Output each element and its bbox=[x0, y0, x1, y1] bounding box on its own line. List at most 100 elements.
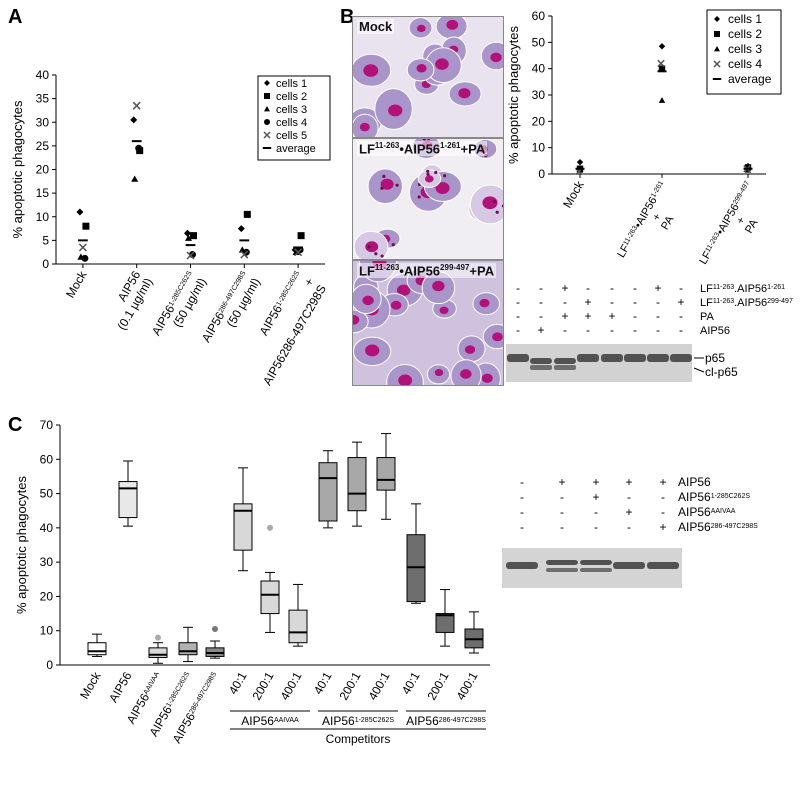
cell-nucleus bbox=[390, 300, 402, 310]
micrograph-mock: Mock bbox=[352, 16, 504, 138]
c-x-ratio-label: 200:1 bbox=[249, 669, 276, 702]
blot-b-sign: - bbox=[586, 323, 590, 337]
blot-b-sign: - bbox=[539, 281, 543, 295]
c-box bbox=[376, 457, 396, 491]
a-legend-box bbox=[257, 75, 331, 161]
c-box bbox=[87, 642, 107, 656]
blot-b-band bbox=[577, 354, 599, 362]
b-legend-label: average bbox=[728, 72, 772, 86]
a-point-square bbox=[297, 232, 305, 240]
blot-c-band bbox=[613, 562, 645, 569]
c-y-axis-label: % apoptotic phagocytes bbox=[14, 475, 29, 614]
apoptotic-body bbox=[434, 170, 438, 175]
cell-nucleus bbox=[365, 344, 380, 357]
c-group-label: AIP561-285C262S bbox=[322, 714, 394, 728]
micrograph-lf-aip56-299-497: LF11-263•AIP56299-497+PA bbox=[352, 260, 504, 386]
apoptotic-body bbox=[395, 183, 399, 187]
b-legend-label: cells 3 bbox=[728, 42, 762, 56]
blot-b-band bbox=[507, 354, 529, 362]
c-box bbox=[148, 647, 168, 658]
cell-nucleus bbox=[490, 52, 502, 63]
b-x-label: Mock bbox=[560, 178, 587, 211]
blot-c-sign: - bbox=[520, 475, 524, 489]
b-x-label: LF11-263•AIP561-261+PA bbox=[615, 180, 676, 260]
blot-c-sign: + bbox=[592, 490, 599, 504]
b-legend-marker bbox=[714, 31, 720, 37]
cell-nucleus bbox=[416, 24, 426, 33]
cell-nucleus bbox=[481, 373, 493, 383]
blot-b-sign: + bbox=[584, 309, 591, 323]
cell-nucleus bbox=[435, 58, 449, 70]
b-point-x bbox=[657, 59, 665, 68]
blot-c-sign: - bbox=[560, 505, 564, 519]
cell-nucleus bbox=[359, 122, 370, 132]
a-legend-marker bbox=[264, 119, 270, 125]
a-legend-label: cells 5 bbox=[276, 130, 307, 142]
b-legend-label: cells 2 bbox=[728, 27, 762, 41]
apoptotic-body bbox=[391, 243, 395, 247]
blot-b-row-label: LF11-263.AIP56299-497 bbox=[700, 297, 793, 309]
blot-b-sign: - bbox=[656, 295, 660, 309]
blot-b-sign: + bbox=[608, 309, 615, 323]
blot-b-sign: - bbox=[679, 281, 683, 295]
panel-c-box-chart: 0 10 20 30 40 50 60 70 % apoptotic phagocytes Moc… bbox=[14, 418, 490, 746]
a-legend-marker bbox=[264, 106, 270, 112]
a-legend-marker bbox=[264, 93, 270, 99]
b-point-diamond bbox=[576, 158, 584, 166]
c-x-ratio-label: 200:1 bbox=[336, 669, 363, 702]
a-y-tick-label: 30 bbox=[36, 115, 50, 129]
c-y-tick-label: 10 bbox=[40, 624, 54, 638]
cell-nucleus bbox=[380, 178, 394, 190]
panel-label-b: B bbox=[340, 6, 355, 28]
c-box bbox=[435, 613, 455, 633]
a-y-tick-label: 20 bbox=[36, 163, 50, 177]
a-point-x bbox=[132, 101, 141, 110]
blot-c-row-label: AIP561-285C262S bbox=[678, 490, 750, 504]
a-legend-marker bbox=[263, 131, 271, 139]
c-box bbox=[118, 481, 138, 519]
a-legend-label: cells 3 bbox=[276, 104, 307, 116]
c-x-label: 40:1 bbox=[226, 669, 250, 697]
apoptotic-body bbox=[492, 199, 497, 203]
blot-b-band bbox=[624, 354, 646, 362]
c-outlier bbox=[267, 524, 273, 531]
blot-c-sign: - bbox=[520, 505, 524, 519]
blot-c-band bbox=[647, 562, 679, 569]
c-x-label: 400:1 bbox=[365, 669, 392, 702]
a-x-label: AIP56286-497C298S(50 µg/ml) bbox=[199, 269, 263, 344]
blot-b-sign: - bbox=[610, 323, 614, 337]
c-box bbox=[318, 462, 338, 522]
blot-b-sign: - bbox=[539, 295, 543, 309]
b-y-tick-label: 30 bbox=[532, 88, 546, 102]
micrograph-mock-image bbox=[353, 17, 503, 137]
b-x-label-mock: Mock bbox=[560, 178, 587, 211]
a-point-square bbox=[243, 210, 251, 218]
c-x-label-text: AIP56286-497C298S bbox=[170, 669, 222, 745]
b-y-tick-label: 20 bbox=[532, 114, 546, 128]
c-x-label: 400:1 bbox=[453, 669, 480, 702]
blot-b-band bbox=[647, 354, 669, 362]
cell-body bbox=[353, 309, 369, 334]
cell-nucleus bbox=[435, 182, 450, 194]
c-box bbox=[288, 609, 308, 644]
a-point-circle bbox=[135, 144, 143, 152]
b-y-tick-label: 50 bbox=[532, 35, 546, 49]
blot-b-sign: + bbox=[584, 295, 591, 309]
micrograph-lf-aip56-1-261: LF11-263•AIP561-261+PA bbox=[352, 138, 504, 260]
apoptotic-body bbox=[427, 139, 431, 141]
c-x-axis-label: Competitors bbox=[326, 732, 391, 746]
blot-b-sign: + bbox=[561, 309, 568, 323]
blot-c-band bbox=[580, 560, 612, 565]
c-box bbox=[347, 457, 367, 512]
panel-c-western-blot: - + + + + AIP56- - + - - AIP561-285C262S- - - + - AIP56… bbox=[502, 475, 758, 588]
micrograph-lf-aip56-299-497-image bbox=[353, 261, 503, 385]
blot-c-sign: + bbox=[625, 475, 632, 489]
blot-b-sign: - bbox=[656, 309, 660, 323]
c-box bbox=[178, 642, 198, 656]
blot-c-row-label: AIP56286-497C298S bbox=[678, 520, 758, 534]
a-y-tick-label: 10 bbox=[36, 210, 50, 224]
b-x-label-plus: + bbox=[650, 211, 664, 223]
cell-nucleus bbox=[458, 88, 471, 99]
cell-nucleus bbox=[479, 298, 490, 308]
c-x-ratio-label: 40:1 bbox=[311, 669, 335, 697]
